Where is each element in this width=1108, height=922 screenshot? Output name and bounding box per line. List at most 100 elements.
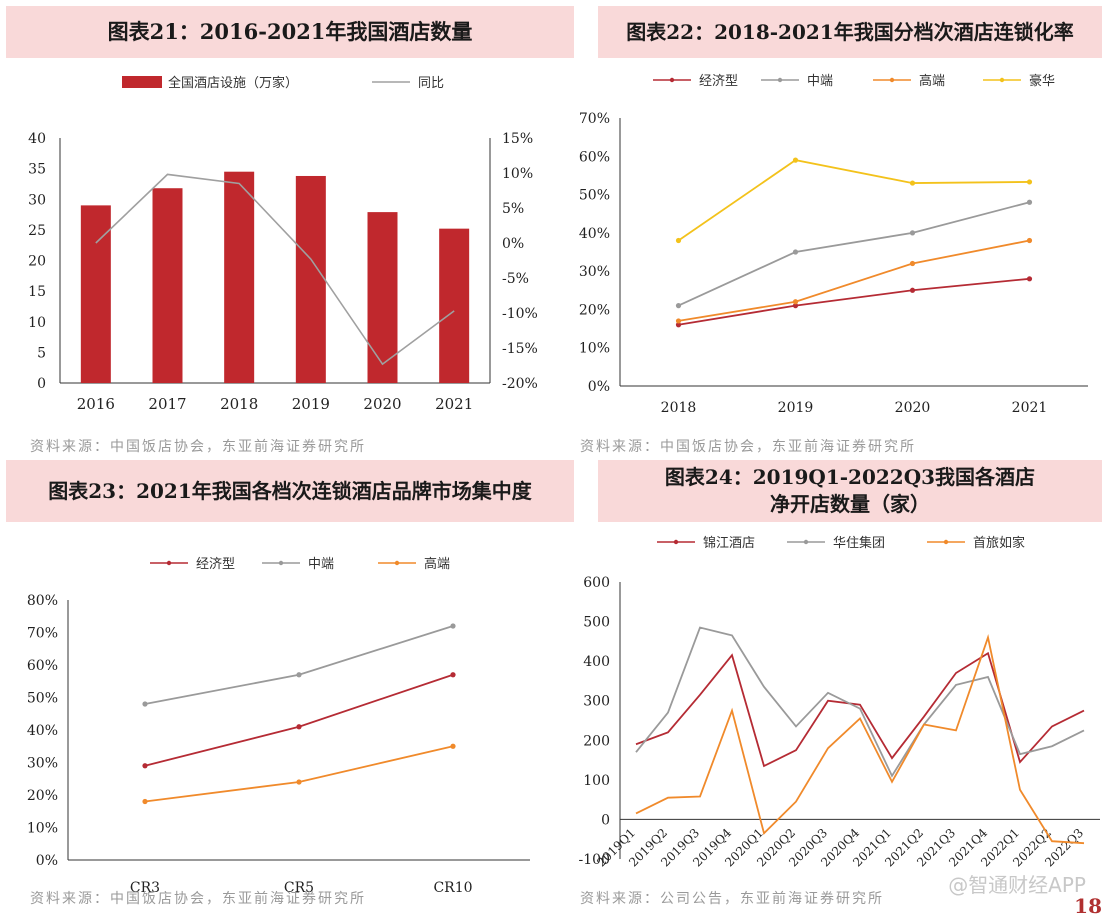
legend-marker-0 [673, 539, 679, 545]
legend-marker-2 [943, 539, 949, 545]
c23-y-tick-4: 40% [27, 723, 58, 739]
legend-label-2: 高端 [919, 73, 945, 89]
c22-xtick-2019: 2019 [778, 400, 814, 416]
c22-point-1-1 [792, 249, 799, 255]
c21-yleft-tick-8: 40 [28, 131, 46, 147]
c21-yright-tick-1: -15% [502, 341, 538, 357]
c24-y-tick-3: 200 [583, 733, 610, 749]
c23-point-0-0 [142, 763, 148, 769]
legend-marker-1 [777, 77, 783, 83]
legend-label-0: 经济型 [196, 557, 235, 572]
c22-point-3-1 [792, 157, 799, 163]
chart21-svg: 全国酒店设施（万家） 同比 0 5 10 15 20 25 30 35 40 -20% -15% -10%… [28, 75, 538, 413]
c21-yleft-tick-0: 0 [37, 376, 46, 392]
c22-y-tick-2: 20% [579, 302, 610, 318]
c23-y-tick-8: 80% [27, 593, 58, 609]
c23-series-0 [144, 673, 454, 767]
legend-label-2: 高端 [424, 556, 450, 572]
c21-yright-tick-5: 5% [502, 201, 524, 217]
c24-series-1 [635, 626, 1085, 778]
c23-y-tick-6: 60% [27, 658, 58, 674]
c24-y-tick-4: 300 [583, 694, 610, 710]
c22-point-1-2 [909, 230, 916, 236]
chart23-title: 图表23：2021年我国各档次连锁酒店品牌市场集中度 [6, 460, 574, 522]
c23-point-1-2 [450, 623, 456, 629]
legend-label-1: 中端 [308, 557, 334, 572]
c21-series-yoy [95, 173, 455, 366]
c21-yright-tick-7: 15% [502, 131, 533, 147]
c22-xtick-2020: 2020 [895, 400, 931, 416]
c22-point-2-3 [1026, 237, 1033, 244]
legend-marker-0 [669, 77, 675, 83]
c23-y-tick-3: 30% [27, 756, 58, 772]
legend-marker-2 [394, 560, 400, 566]
c22-y-tick-0: 0% [588, 379, 610, 395]
legend-label-0: 锦江酒店 [703, 536, 755, 551]
c21-xtick-2017: 2017 [148, 395, 186, 413]
legend-swatch-0 [122, 76, 162, 88]
chart24-source: 资料来源：公司公告，东亚前海证券研究所 [580, 891, 884, 907]
c23-xtick-CR10: CR10 [433, 880, 472, 896]
c21-bar-2021 [439, 228, 470, 383]
c24-series-0 [635, 651, 1085, 768]
c21-xtick-2020: 2020 [363, 395, 401, 413]
c21-xtick-2018: 2018 [220, 395, 258, 413]
page-number: 18 [1074, 894, 1102, 918]
chart21-source: 资料来源：中国饭店协会，东亚前海证券研究所 [30, 439, 366, 455]
c23-y-tick-1: 10% [27, 821, 58, 837]
c21-bar-2017 [152, 188, 183, 383]
legend-label-3: 豪华 [1029, 73, 1055, 89]
c23-point-1-0 [142, 701, 148, 707]
legend-label-1: 中端 [807, 74, 833, 89]
c21-yright-tick-6: 10% [502, 166, 533, 182]
c21-yleft-tick-5: 25 [28, 223, 46, 239]
c21-yleft-tick-3: 15 [28, 284, 46, 300]
c22-point-0-1 [792, 303, 799, 309]
c24-y-tick-2: 100 [583, 773, 610, 789]
c22-y-tick-1: 10% [579, 341, 610, 357]
c24-y-tick-0: -100 [579, 852, 610, 868]
legend-label-0: 全国酒店设施（万家） [168, 75, 298, 91]
watermark: @智通财经APP [948, 873, 1086, 897]
c21-xtick-2016: 2016 [77, 395, 115, 413]
c23-point-2-0 [142, 798, 148, 805]
c21-bar-2019 [295, 175, 326, 383]
c22-y-tick-6: 60% [579, 149, 610, 165]
c21-bar-2016 [80, 205, 111, 383]
c24-y-tick-5: 400 [583, 654, 610, 670]
legend-marker-1 [803, 539, 809, 545]
c21-xtick-2019: 2019 [292, 395, 330, 413]
legend-label-2: 首旅如家 [973, 535, 1025, 551]
c21-yleft-tick-1: 5 [37, 345, 46, 361]
c22-point-3-0 [675, 237, 682, 244]
c21-yleft-tick-2: 10 [28, 315, 46, 331]
c22-point-2-1 [792, 299, 799, 305]
c22-series-2 [678, 239, 1030, 322]
chart22-svg: 经济型 中端 高端 豪华 0% 10% 20% 30% 40% 50% 60% 70% 2018 2019… [579, 73, 1088, 416]
legend-label-1: 同比 [418, 76, 444, 91]
c23-y-tick-5: 50% [27, 691, 58, 707]
c22-point-3-3 [1026, 179, 1033, 185]
c24-series-2 [635, 634, 1085, 845]
c22-point-0-2 [909, 287, 916, 293]
c23-xtick-CR5: CR5 [284, 880, 314, 896]
c21-xtick-2021: 2021 [435, 395, 473, 413]
c22-y-tick-7: 70% [579, 111, 610, 127]
c22-point-3-2 [909, 180, 916, 186]
chart23-source: 资料来源：中国饭店协会，东亚前海证券研究所 [30, 891, 366, 907]
c23-series-1 [144, 625, 454, 705]
c21-yright-tick-4: 0% [502, 236, 524, 252]
c22-point-1-0 [675, 303, 682, 309]
c23-y-tick-0: 0% [36, 853, 58, 869]
legend-marker-0 [166, 560, 172, 566]
chart22-source: 资料来源：中国饭店协会，东亚前海证券研究所 [580, 439, 916, 455]
c22-series-3 [677, 159, 1030, 242]
chart22-title: 图表22：2018-2021年我国分档次酒店连锁化率 [598, 6, 1102, 58]
legend-marker-3 [999, 77, 1005, 83]
c23-y-tick-2: 20% [27, 788, 58, 804]
legend-marker-2 [889, 77, 895, 83]
c22-series-1 [678, 201, 1030, 307]
c22-point-0-0 [675, 322, 682, 328]
c22-point-0-3 [1026, 276, 1033, 282]
c21-yright-tick-0: -20% [502, 376, 538, 392]
